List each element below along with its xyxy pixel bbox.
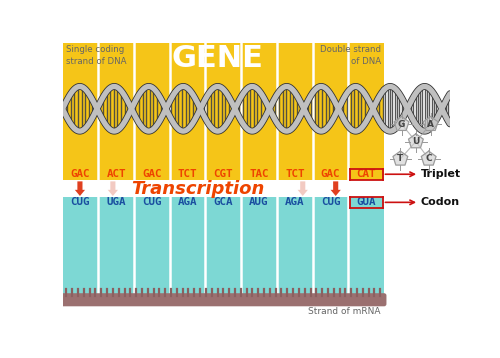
Text: CUG: CUG [142, 197, 162, 207]
Text: Double strand
of DNA: Double strand of DNA [320, 45, 381, 66]
Text: Codon: Codon [421, 197, 460, 207]
Text: GAC: GAC [142, 169, 162, 179]
Text: CGT: CGT [214, 169, 233, 179]
Polygon shape [330, 182, 341, 196]
Text: U: U [412, 137, 420, 146]
Text: CAT: CAT [356, 169, 376, 179]
Text: TCT: TCT [178, 169, 198, 179]
Text: UGA: UGA [106, 197, 126, 207]
Text: T: T [398, 154, 404, 163]
Polygon shape [394, 116, 409, 130]
Text: TAC: TAC [250, 169, 269, 179]
Text: AGA: AGA [178, 197, 198, 207]
Text: Single coding
strand of DNA: Single coding strand of DNA [66, 45, 126, 66]
Text: GCA: GCA [214, 197, 233, 207]
Text: G: G [398, 120, 405, 129]
Polygon shape [108, 182, 118, 196]
Polygon shape [393, 151, 408, 165]
Polygon shape [424, 116, 438, 130]
Text: AUG: AUG [250, 197, 269, 207]
Text: AGA: AGA [285, 197, 304, 207]
Text: C: C [426, 154, 432, 163]
Text: CUG: CUG [321, 197, 340, 207]
Text: Triplet: Triplet [421, 169, 461, 179]
Text: Strand of mRNA: Strand of mRNA [308, 306, 380, 315]
Text: CUG: CUG [70, 197, 90, 207]
Text: GUA: GUA [356, 197, 376, 207]
Polygon shape [408, 134, 424, 148]
Text: GAC: GAC [70, 169, 90, 179]
Text: ACT: ACT [106, 169, 126, 179]
Text: Transcription: Transcription [132, 180, 265, 198]
Text: GENE: GENE [172, 44, 264, 73]
Polygon shape [75, 182, 85, 196]
Polygon shape [422, 151, 436, 165]
Text: A: A [427, 120, 434, 129]
Text: GAC: GAC [321, 169, 340, 179]
Text: TCT: TCT [285, 169, 304, 179]
Bar [62, 197, 384, 304]
FancyBboxPatch shape [60, 293, 386, 306]
Polygon shape [298, 182, 308, 196]
Bar [62, 43, 384, 180]
